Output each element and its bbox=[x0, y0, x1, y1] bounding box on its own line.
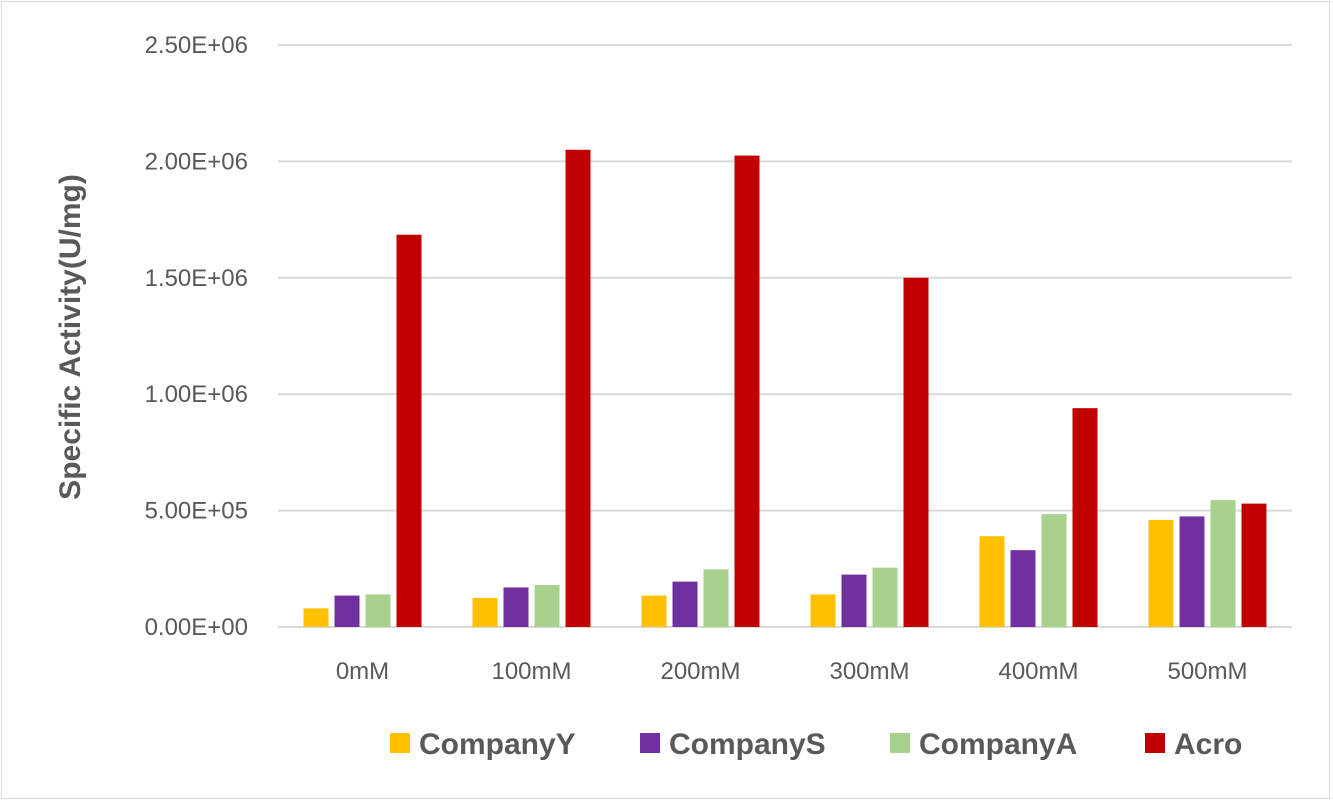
legend-label-companya: CompanyA bbox=[919, 728, 1077, 761]
bar-companya-500mm bbox=[1210, 500, 1236, 627]
x-tick-label: 100mM bbox=[491, 658, 571, 685]
bar-companyy-100mm bbox=[472, 597, 498, 627]
bar-acro-200mm bbox=[734, 155, 760, 627]
y-tick-label: 2.00E+06 bbox=[145, 148, 248, 175]
bar-acro-0mm bbox=[396, 234, 422, 627]
bar-companys-400mm bbox=[1010, 550, 1036, 627]
x-tick-label: 0mM bbox=[336, 658, 389, 685]
bar-companya-0mm bbox=[365, 594, 391, 627]
legend-label-companys: CompanyS bbox=[669, 728, 826, 761]
bar-companys-500mm bbox=[1179, 516, 1205, 627]
bar-acro-300mm bbox=[903, 277, 929, 627]
legend-label-companyy: CompanyY bbox=[419, 728, 576, 761]
bar-companys-0mm bbox=[334, 595, 360, 627]
x-tick-label: 400mM bbox=[998, 658, 1078, 685]
y-tick-label: 0.00E+00 bbox=[145, 614, 248, 641]
y-axis-tick-labels: 0.00E+00 5.00E+05 1.00E+06 1.50E+06 2.00E+06… bbox=[145, 32, 248, 641]
bar-companyy-200mm bbox=[641, 595, 667, 627]
y-axis-title: Specific Activity(U/mg) bbox=[54, 174, 87, 500]
bar-companyy-0mm bbox=[303, 608, 329, 627]
bar-companyy-300mm bbox=[810, 594, 836, 627]
bar-acro-400mm bbox=[1072, 408, 1098, 627]
legend: CompanyY CompanyS CompanyA Acro bbox=[390, 728, 1242, 761]
bar-companya-100mm bbox=[534, 585, 560, 627]
bar-acro-500mm bbox=[1241, 503, 1267, 627]
bar-companya-200mm bbox=[703, 569, 729, 627]
y-tick-label: 5.00E+05 bbox=[145, 498, 248, 525]
y-tick-label: 1.00E+06 bbox=[145, 381, 248, 408]
bars bbox=[303, 149, 1267, 627]
bar-companyy-400mm bbox=[979, 536, 1005, 627]
x-tick-label: 300mM bbox=[829, 658, 909, 685]
legend-swatch-acro bbox=[1145, 733, 1165, 753]
bar-companya-400mm bbox=[1041, 514, 1067, 627]
legend-swatch-companyy bbox=[390, 733, 410, 753]
bar-companyy-500mm bbox=[1148, 519, 1174, 627]
legend-label-acro: Acro bbox=[1174, 728, 1242, 761]
x-tick-label: 200mM bbox=[660, 658, 740, 685]
legend-swatch-companys bbox=[640, 733, 660, 753]
bar-companys-200mm bbox=[672, 581, 698, 627]
bar-companys-100mm bbox=[503, 587, 529, 627]
gridlines bbox=[278, 44, 1292, 628]
legend-swatch-companya bbox=[890, 733, 910, 753]
y-tick-label: 1.50E+06 bbox=[145, 265, 248, 292]
x-axis-tick-labels: 0mM 100mM 200mM 300mM 400mM 500mM bbox=[336, 658, 1248, 685]
bar-companya-300mm bbox=[872, 567, 898, 627]
x-tick-label: 500mM bbox=[1167, 658, 1247, 685]
y-tick-label: 2.50E+06 bbox=[145, 32, 248, 59]
bar-acro-100mm bbox=[565, 149, 591, 627]
bar-companys-300mm bbox=[841, 574, 867, 627]
